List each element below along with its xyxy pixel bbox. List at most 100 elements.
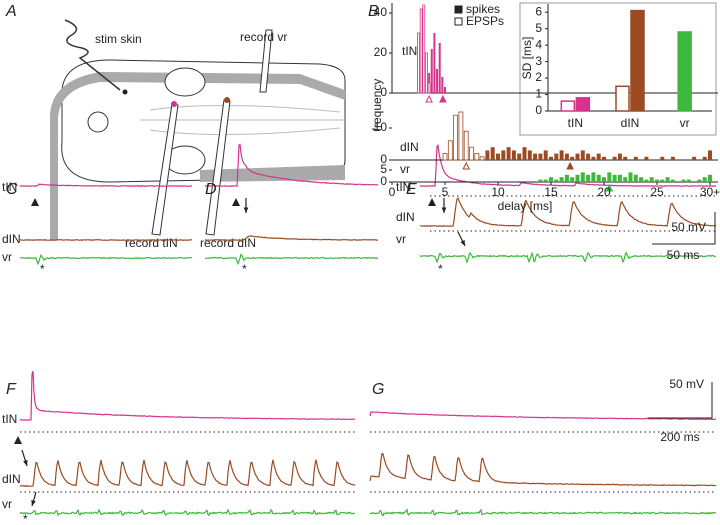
mean-marker bbox=[439, 94, 447, 103]
bar bbox=[469, 146, 474, 161]
bar bbox=[549, 156, 553, 160]
bar bbox=[425, 52, 428, 94]
y-tick-label: 2 bbox=[535, 70, 542, 84]
bar bbox=[441, 77, 444, 93]
stim-marker bbox=[428, 198, 436, 206]
diagram-label: stim skin bbox=[95, 32, 142, 46]
scale-label: 50 ms bbox=[667, 248, 700, 262]
bar bbox=[554, 153, 559, 160]
bar bbox=[596, 153, 601, 160]
scale-label: 200 ms bbox=[660, 430, 699, 444]
bar bbox=[692, 156, 697, 160]
bar bbox=[453, 114, 458, 161]
stim-marker bbox=[31, 198, 39, 206]
series-label: vr bbox=[400, 162, 410, 176]
trace bbox=[419, 197, 717, 227]
bar bbox=[485, 150, 490, 160]
bar bbox=[417, 32, 420, 94]
arrow-head bbox=[243, 207, 249, 213]
trace bbox=[204, 235, 379, 241]
y-tick-label: 3 bbox=[535, 54, 542, 68]
y-tick-label: 40 bbox=[374, 5, 388, 19]
tail-stripe bbox=[200, 165, 345, 182]
x-tick-label: 5 bbox=[442, 185, 449, 199]
bar bbox=[670, 179, 675, 182]
y-tick-label: 10 bbox=[374, 120, 388, 134]
trace bbox=[19, 239, 193, 241]
y-tick-label: 0 bbox=[380, 85, 387, 99]
panel-letter: B bbox=[368, 3, 379, 20]
bar bbox=[617, 174, 622, 182]
trace bbox=[204, 253, 379, 266]
bar bbox=[702, 156, 707, 160]
bar bbox=[580, 150, 585, 160]
bar bbox=[575, 97, 591, 112]
bar bbox=[479, 156, 485, 161]
bar bbox=[527, 150, 532, 160]
arrow-head bbox=[31, 500, 36, 506]
scale-bar bbox=[652, 212, 716, 245]
bar bbox=[630, 9, 645, 112]
eye bbox=[87, 111, 109, 133]
bar bbox=[538, 153, 543, 160]
bar bbox=[575, 153, 580, 160]
x-tick-label: vr bbox=[680, 116, 690, 130]
bar bbox=[433, 33, 436, 93]
panel-letter: D bbox=[205, 181, 217, 198]
bar bbox=[522, 147, 527, 160]
bar bbox=[644, 156, 649, 160]
stim-artifact-label: * bbox=[242, 262, 247, 276]
skin-stripe bbox=[50, 72, 345, 240]
bar bbox=[559, 150, 564, 160]
panel-letter: E bbox=[406, 181, 417, 198]
tadpole-body bbox=[61, 59, 346, 183]
y-tick-label: 0 bbox=[535, 103, 542, 117]
x-tick-label: 30+ bbox=[700, 185, 720, 199]
arrow-head bbox=[460, 240, 465, 246]
panel-letter: C bbox=[6, 181, 18, 198]
otic bbox=[164, 67, 206, 97]
legend-swatch bbox=[454, 5, 463, 14]
bar bbox=[575, 174, 580, 182]
diagram: stim skin record vr record tIN record dI… bbox=[50, 19, 346, 250]
bar bbox=[422, 4, 426, 94]
series-label: dIN bbox=[400, 140, 419, 154]
trace-label: dIN bbox=[396, 210, 415, 224]
y-tick-label: 5 bbox=[380, 162, 387, 176]
mean-marker bbox=[605, 183, 614, 192]
trace-label: vr bbox=[396, 232, 406, 246]
bar bbox=[586, 153, 591, 160]
trace bbox=[419, 251, 716, 264]
bar bbox=[517, 153, 522, 160]
y-tick-label: 1 bbox=[535, 87, 542, 101]
bar bbox=[615, 85, 630, 112]
panel-letter: F bbox=[6, 381, 17, 398]
panel-letter: A bbox=[5, 3, 17, 20]
y-tick-label: 0 bbox=[380, 152, 387, 166]
bar bbox=[617, 153, 622, 160]
bar bbox=[463, 130, 469, 161]
bar bbox=[490, 147, 495, 160]
bar bbox=[660, 179, 665, 182]
trace bbox=[19, 183, 193, 187]
bar bbox=[681, 179, 686, 182]
bar bbox=[623, 156, 628, 160]
bar bbox=[501, 150, 506, 160]
stim-site bbox=[122, 89, 128, 95]
bar bbox=[419, 8, 423, 94]
diagram-label: record tIN bbox=[125, 236, 178, 250]
arrow-head bbox=[23, 460, 28, 466]
bar bbox=[686, 179, 691, 182]
bar bbox=[564, 153, 569, 160]
mean-marker bbox=[425, 94, 433, 103]
panel-letter: G bbox=[372, 381, 384, 398]
bar bbox=[660, 156, 665, 160]
bar bbox=[474, 153, 480, 161]
bar bbox=[670, 156, 675, 160]
bar bbox=[549, 177, 553, 182]
diagram-label: record dIN bbox=[200, 236, 256, 250]
y-tick-label: 4 bbox=[535, 37, 542, 51]
bar bbox=[702, 177, 707, 182]
bar bbox=[427, 82, 431, 94]
